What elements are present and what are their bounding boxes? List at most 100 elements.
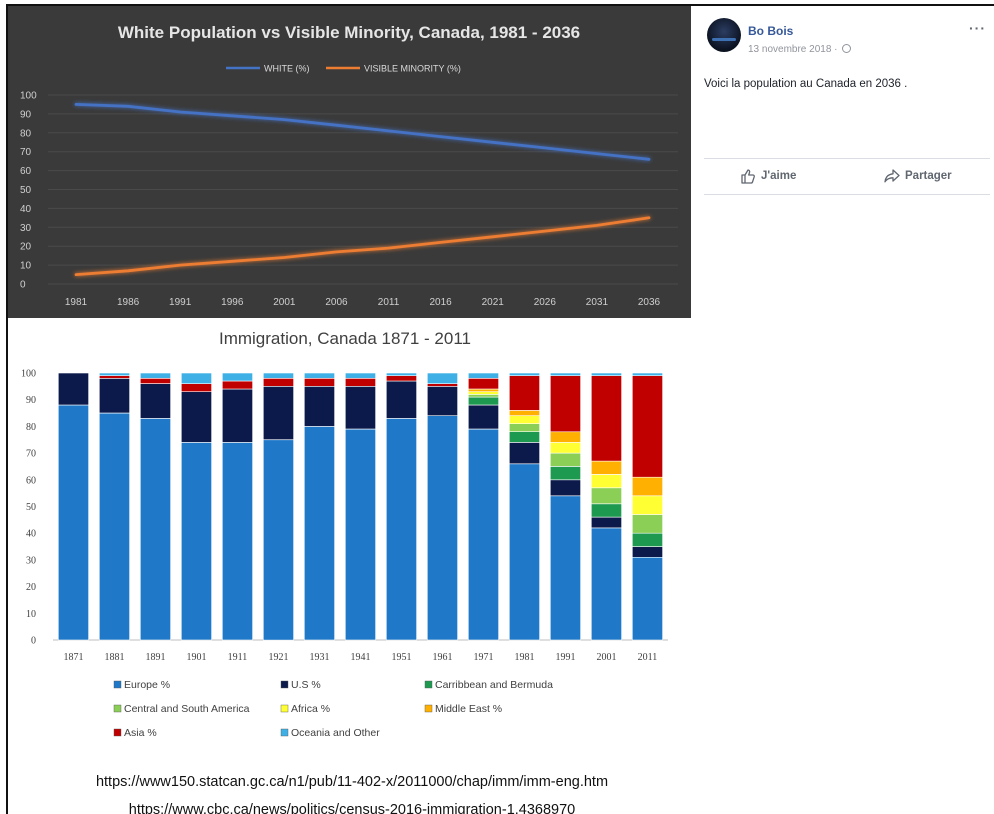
share-arrow-icon: [884, 169, 900, 183]
bar-segment: [263, 439, 294, 641]
bar-segment: [631, 375, 663, 478]
chart-title: White Population vs Visible Minority, Ca…: [118, 23, 580, 42]
bar-segment: [508, 410, 540, 417]
x-tick-label: 1981: [65, 297, 88, 308]
x-tick-label: 1996: [221, 297, 244, 308]
divider: [704, 194, 990, 195]
y-tick-label: 100: [20, 91, 37, 102]
share-label: Partager: [905, 170, 952, 182]
legend-swatch: [280, 728, 289, 737]
bar-segment: [99, 372, 130, 377]
y-tick-label: 60: [26, 475, 36, 486]
x-tick-label: 1871: [64, 652, 84, 663]
author-name[interactable]: Bo Bois: [748, 24, 794, 38]
y-tick-label: 40: [20, 204, 32, 215]
y-tick-label: 80: [26, 422, 36, 433]
bar-segment: [508, 463, 540, 641]
x-tick-label: 2021: [482, 297, 505, 308]
y-tick-label: 10: [20, 261, 32, 272]
x-tick-label: 1961: [433, 652, 453, 663]
bar-segment: [426, 386, 458, 417]
bar-segment: [631, 372, 663, 377]
avatar[interactable]: [707, 18, 741, 52]
x-tick-label: 2016: [430, 297, 453, 308]
post-image[interactable]: White Population vs Visible Minority, Ca…: [8, 6, 691, 814]
share-button[interactable]: Partager: [884, 168, 952, 184]
x-tick-label: 2036: [638, 297, 661, 308]
bar-segment: [631, 556, 663, 641]
legend-swatch: [424, 704, 433, 713]
bar-segment: [140, 377, 171, 384]
bar-segment: [344, 386, 376, 430]
bar-segment: [467, 372, 499, 379]
bar-segment: [631, 476, 663, 497]
x-tick-label: 1991: [169, 297, 192, 308]
frame-top-border: [6, 4, 994, 6]
x-tick-label: 1921: [269, 652, 289, 663]
legend-swatch: [113, 680, 122, 689]
legend-label: Asia %: [124, 727, 157, 739]
y-tick-label: 90: [20, 109, 32, 120]
x-tick-label: 1931: [310, 652, 330, 663]
bar-segment: [590, 527, 622, 641]
bar-segment: [222, 388, 253, 443]
like-button[interactable]: J'aime: [740, 168, 796, 184]
bar-segment: [467, 377, 499, 390]
post-date[interactable]: 13 novembre 2018 ·: [748, 44, 841, 55]
legend-label: Africa %: [291, 703, 330, 715]
bar-segment: [467, 428, 499, 641]
bar-segment: [426, 372, 458, 384]
bar-segment: [426, 383, 458, 387]
bar-segment: [263, 377, 294, 387]
bar-segment: [263, 372, 294, 379]
bar-segment: [549, 442, 581, 454]
y-tick-label: 30: [20, 223, 32, 234]
bar-segment: [140, 372, 171, 379]
x-tick-label: 2001: [597, 652, 617, 663]
legend-label: U.S %: [291, 679, 321, 691]
chart-title: Immigration, Canada 1871 - 2011: [219, 329, 471, 348]
bar-segment: [549, 452, 581, 467]
x-tick-label: 2011: [638, 652, 658, 663]
bar-segment: [57, 372, 89, 406]
bar-segment: [181, 442, 212, 641]
bar-segment: [549, 479, 581, 497]
globe-icon: [842, 44, 852, 53]
y-tick-label: 70: [20, 147, 32, 158]
bar-segment: [549, 431, 581, 443]
thumbs-up-icon: [741, 169, 755, 184]
chart-background: [8, 6, 691, 318]
legend-label: Middle East %: [435, 703, 502, 715]
bar-segment: [508, 442, 540, 465]
y-tick-label: 70: [26, 449, 36, 460]
frame-left-border: [6, 6, 8, 814]
legend-swatch: [280, 704, 289, 713]
bar-segment: [181, 391, 212, 443]
bar-segment: [57, 404, 89, 641]
x-tick-label: 1891: [146, 652, 166, 663]
bar-segment: [99, 375, 130, 379]
x-tick-label: 2026: [534, 297, 557, 308]
line-chart: White Population vs Visible Minority, Ca…: [8, 6, 691, 318]
series-line: [74, 216, 651, 276]
x-tick-label: 1911: [228, 652, 248, 663]
divider: [704, 158, 990, 159]
bar-segment: [549, 375, 581, 433]
bar-segment: [222, 372, 253, 382]
bar-segment: [508, 431, 540, 443]
x-tick-label: 2031: [586, 297, 609, 308]
bar-segment: [590, 474, 622, 489]
bar-segment: [467, 388, 499, 393]
bar-segment: [467, 394, 499, 398]
y-tick-label: 0: [20, 280, 26, 291]
bar-segment: [385, 418, 417, 641]
x-tick-label: 2006: [325, 297, 348, 308]
bar-segment: [99, 412, 130, 641]
y-tick-label: 20: [26, 582, 36, 593]
more-options-icon[interactable]: ···: [969, 20, 986, 36]
stacked-bar-chart: Immigration, Canada 1871 - 2011 0 10 20 30 40…: [8, 318, 691, 814]
bar-segment: [590, 503, 622, 518]
legend-swatch: [280, 680, 289, 689]
y-tick-label: 80: [20, 128, 32, 139]
bar-segment: [344, 372, 376, 379]
